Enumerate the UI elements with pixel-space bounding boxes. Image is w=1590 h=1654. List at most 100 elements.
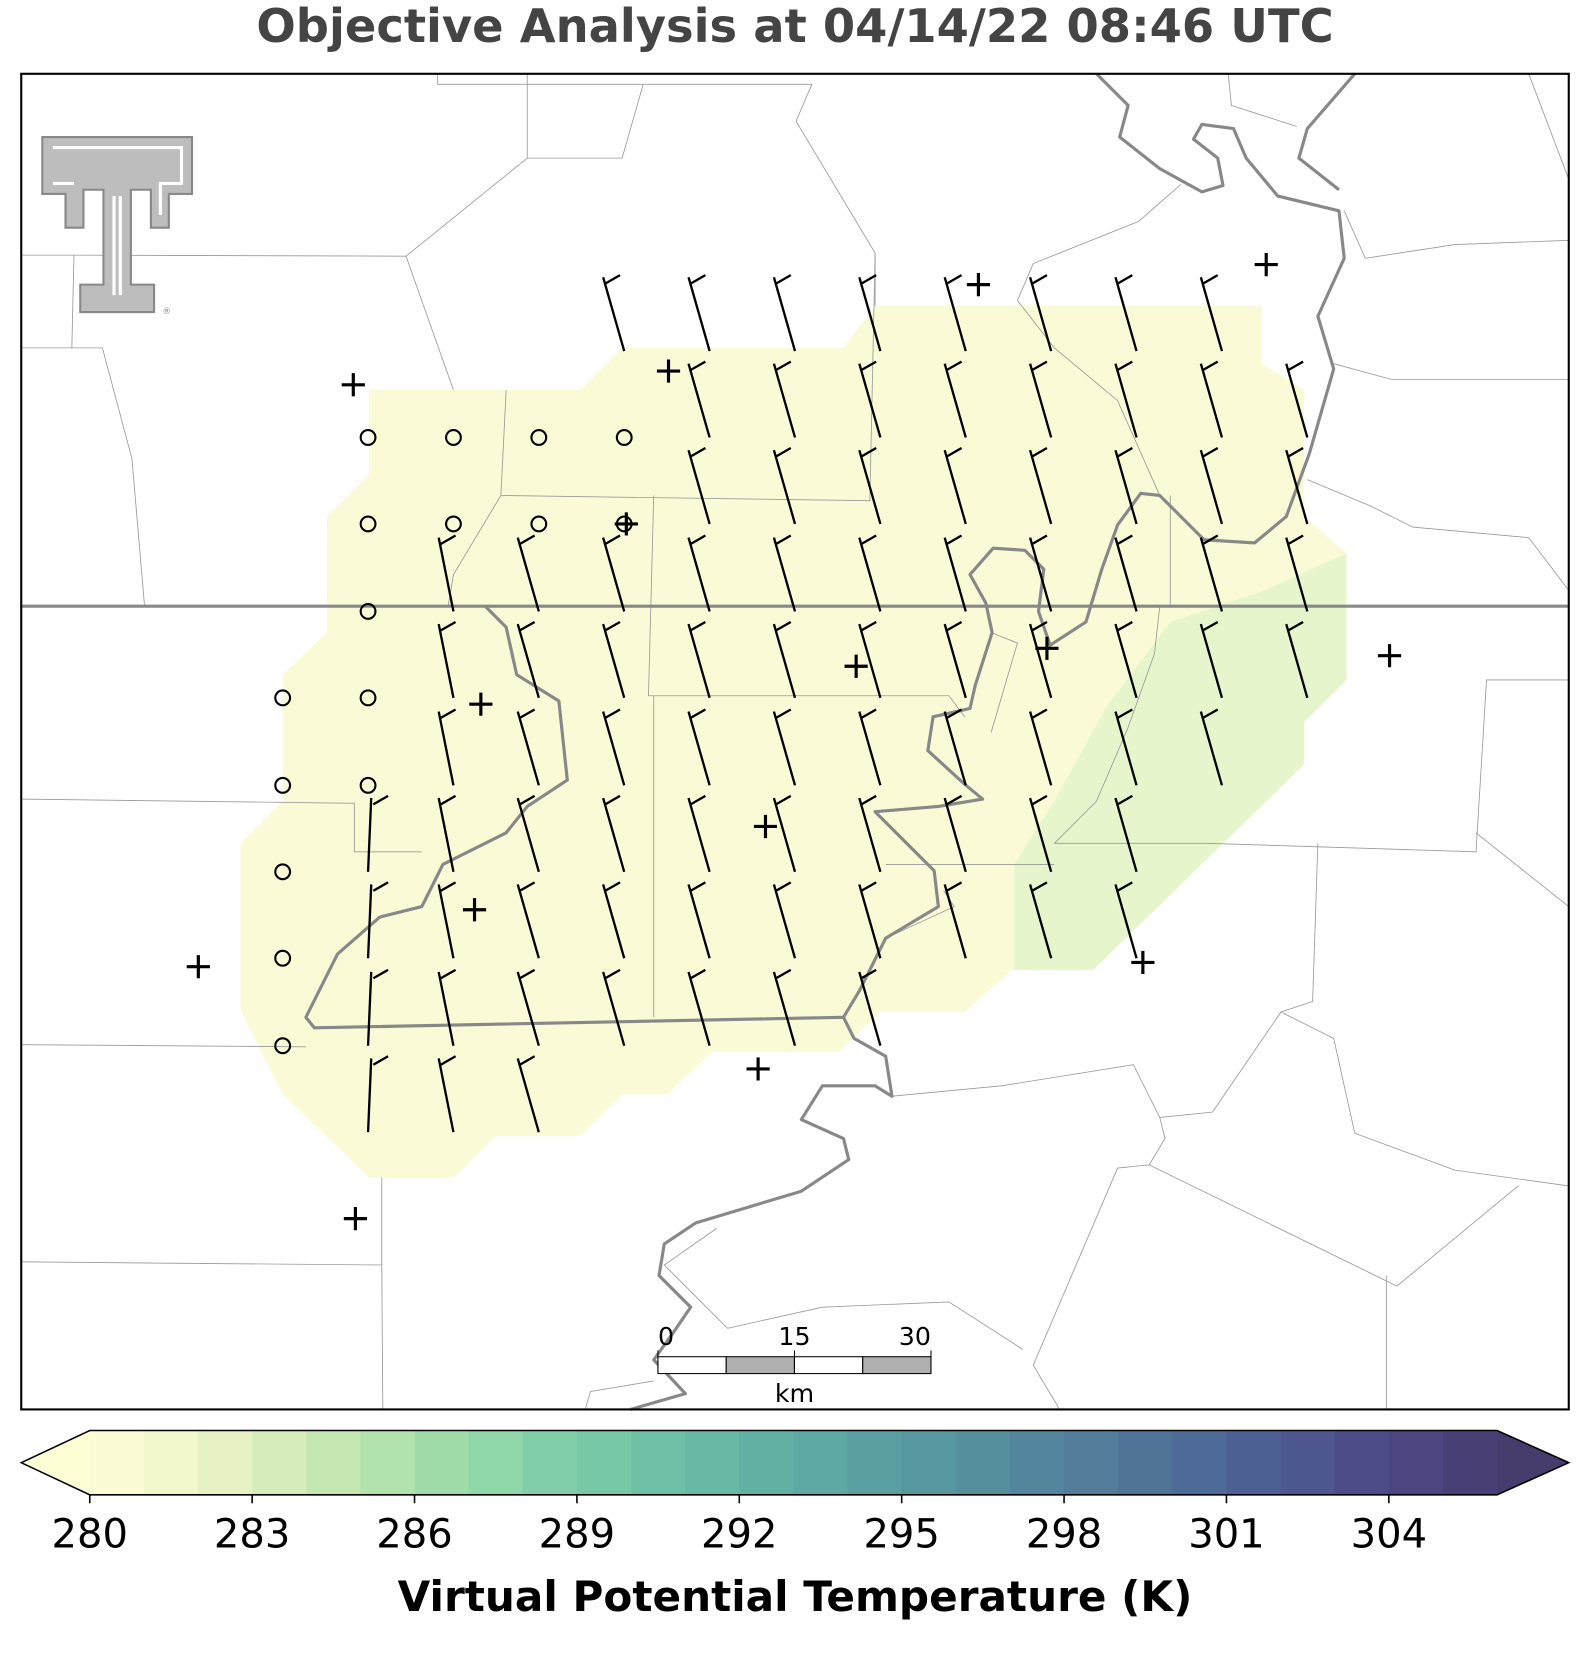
colorbar-bin	[89, 1430, 145, 1495]
wind-barb	[943, 708, 967, 786]
wind-barb	[1285, 360, 1309, 438]
wind-barb	[1114, 447, 1138, 525]
station-marker	[469, 692, 493, 716]
station-marker	[186, 955, 210, 979]
wind-barb	[687, 968, 711, 1047]
wind-barb	[1028, 794, 1053, 873]
wind-barb	[772, 968, 797, 1047]
colorbar-bin	[360, 1430, 416, 1495]
calm-station	[530, 429, 548, 446]
wind-barb	[943, 360, 967, 438]
wind-barb	[1114, 794, 1138, 873]
wind-barb	[437, 881, 457, 959]
calm-station	[274, 863, 292, 881]
wind-barb	[1199, 360, 1224, 438]
wind-barb	[858, 968, 882, 1047]
colorbar-over	[1497, 1430, 1569, 1495]
wind-barb	[772, 360, 797, 438]
wind-barb	[1199, 447, 1224, 525]
wind-barb	[858, 447, 882, 525]
station-marker	[844, 654, 868, 678]
colorbar-bin	[198, 1430, 253, 1495]
wind-barb	[516, 1055, 540, 1133]
station-marker	[614, 512, 638, 536]
colorbar-under	[21, 1430, 90, 1495]
colorbar-bin	[955, 1430, 1011, 1495]
station-marker	[341, 373, 365, 397]
wind-barb	[516, 881, 540, 959]
state-borders	[21, 72, 1569, 1411]
wind-barb	[516, 794, 540, 873]
wind-barb	[602, 708, 626, 786]
wind-barb	[772, 274, 797, 352]
wind-barb	[602, 881, 626, 959]
wind-barb	[1028, 447, 1053, 525]
wind-barb	[437, 968, 457, 1046]
wind-barb	[602, 274, 626, 352]
colorbar-bin	[847, 1430, 903, 1495]
calm-station	[274, 949, 292, 967]
wind-barb	[943, 274, 967, 352]
wind-barb	[858, 534, 882, 612]
wind-barb	[687, 534, 711, 612]
wind-barb	[1028, 620, 1053, 699]
colorbar-bin	[1226, 1430, 1282, 1495]
title: Objective Analysis at 04/14/22 08:46 UTC	[256, 0, 1333, 53]
wind-barb	[1199, 620, 1224, 699]
colorbar-bin	[468, 1430, 524, 1495]
wind-barb	[366, 881, 389, 959]
wind-barb	[943, 794, 967, 873]
map: ® 0 15 30 km	[20, 72, 1570, 1411]
colorbar-bin	[1388, 1430, 1444, 1495]
station-marker	[746, 1057, 770, 1081]
wind-barb	[516, 968, 540, 1047]
colorbar-bin	[1442, 1430, 1498, 1495]
wind-barb	[943, 881, 967, 959]
wind-barb	[1199, 534, 1224, 612]
station-marker	[1254, 253, 1278, 277]
calm-station	[615, 429, 633, 446]
wind-barb	[687, 708, 711, 786]
wind-barb	[772, 794, 797, 873]
colorbar-tick-label: 295	[863, 1512, 939, 1558]
wind-barb	[858, 708, 882, 786]
calm-station	[274, 1037, 292, 1055]
calm-station	[274, 776, 292, 794]
wind-barb	[1114, 708, 1138, 786]
scale-tick-label: 30	[899, 1322, 931, 1351]
scale-tick-label: 0	[658, 1322, 674, 1351]
wind-barb	[1114, 620, 1138, 699]
colorbar-bin	[739, 1430, 794, 1495]
calm-station	[359, 602, 377, 620]
colorbar-bin	[901, 1430, 957, 1495]
observations	[186, 253, 1402, 1231]
colorbar-tick-label: 304	[1351, 1512, 1427, 1558]
wind-barb	[1285, 534, 1309, 612]
wind-barb	[1028, 708, 1053, 786]
wind-barb	[858, 881, 882, 959]
wind-barb	[772, 447, 797, 525]
colorbar-tick-label: 292	[701, 1512, 777, 1558]
wind-barb	[437, 1055, 457, 1133]
wind-barb	[516, 534, 540, 612]
scale-tick-label: 15	[778, 1322, 810, 1351]
wind-barb	[943, 620, 967, 699]
colorbar-tick-label: 289	[539, 1512, 615, 1558]
calm-station	[530, 515, 548, 533]
colorbar-bin	[306, 1430, 361, 1495]
wind-barb	[602, 968, 626, 1047]
colorbar-tick-label: 286	[376, 1512, 452, 1558]
wind-barb	[437, 708, 457, 786]
colorbar-bin	[793, 1430, 849, 1495]
county-lines	[21, 73, 1570, 1410]
wind-barb	[1114, 881, 1138, 959]
wind-barb	[943, 534, 967, 612]
scale-segment	[657, 1356, 727, 1375]
wind-barb	[437, 620, 457, 699]
calm-station	[274, 689, 292, 707]
scale-unit: km	[775, 1379, 814, 1408]
wind-barb	[1028, 881, 1053, 959]
wind-barb	[1199, 708, 1224, 786]
wind-barb	[1285, 447, 1309, 525]
